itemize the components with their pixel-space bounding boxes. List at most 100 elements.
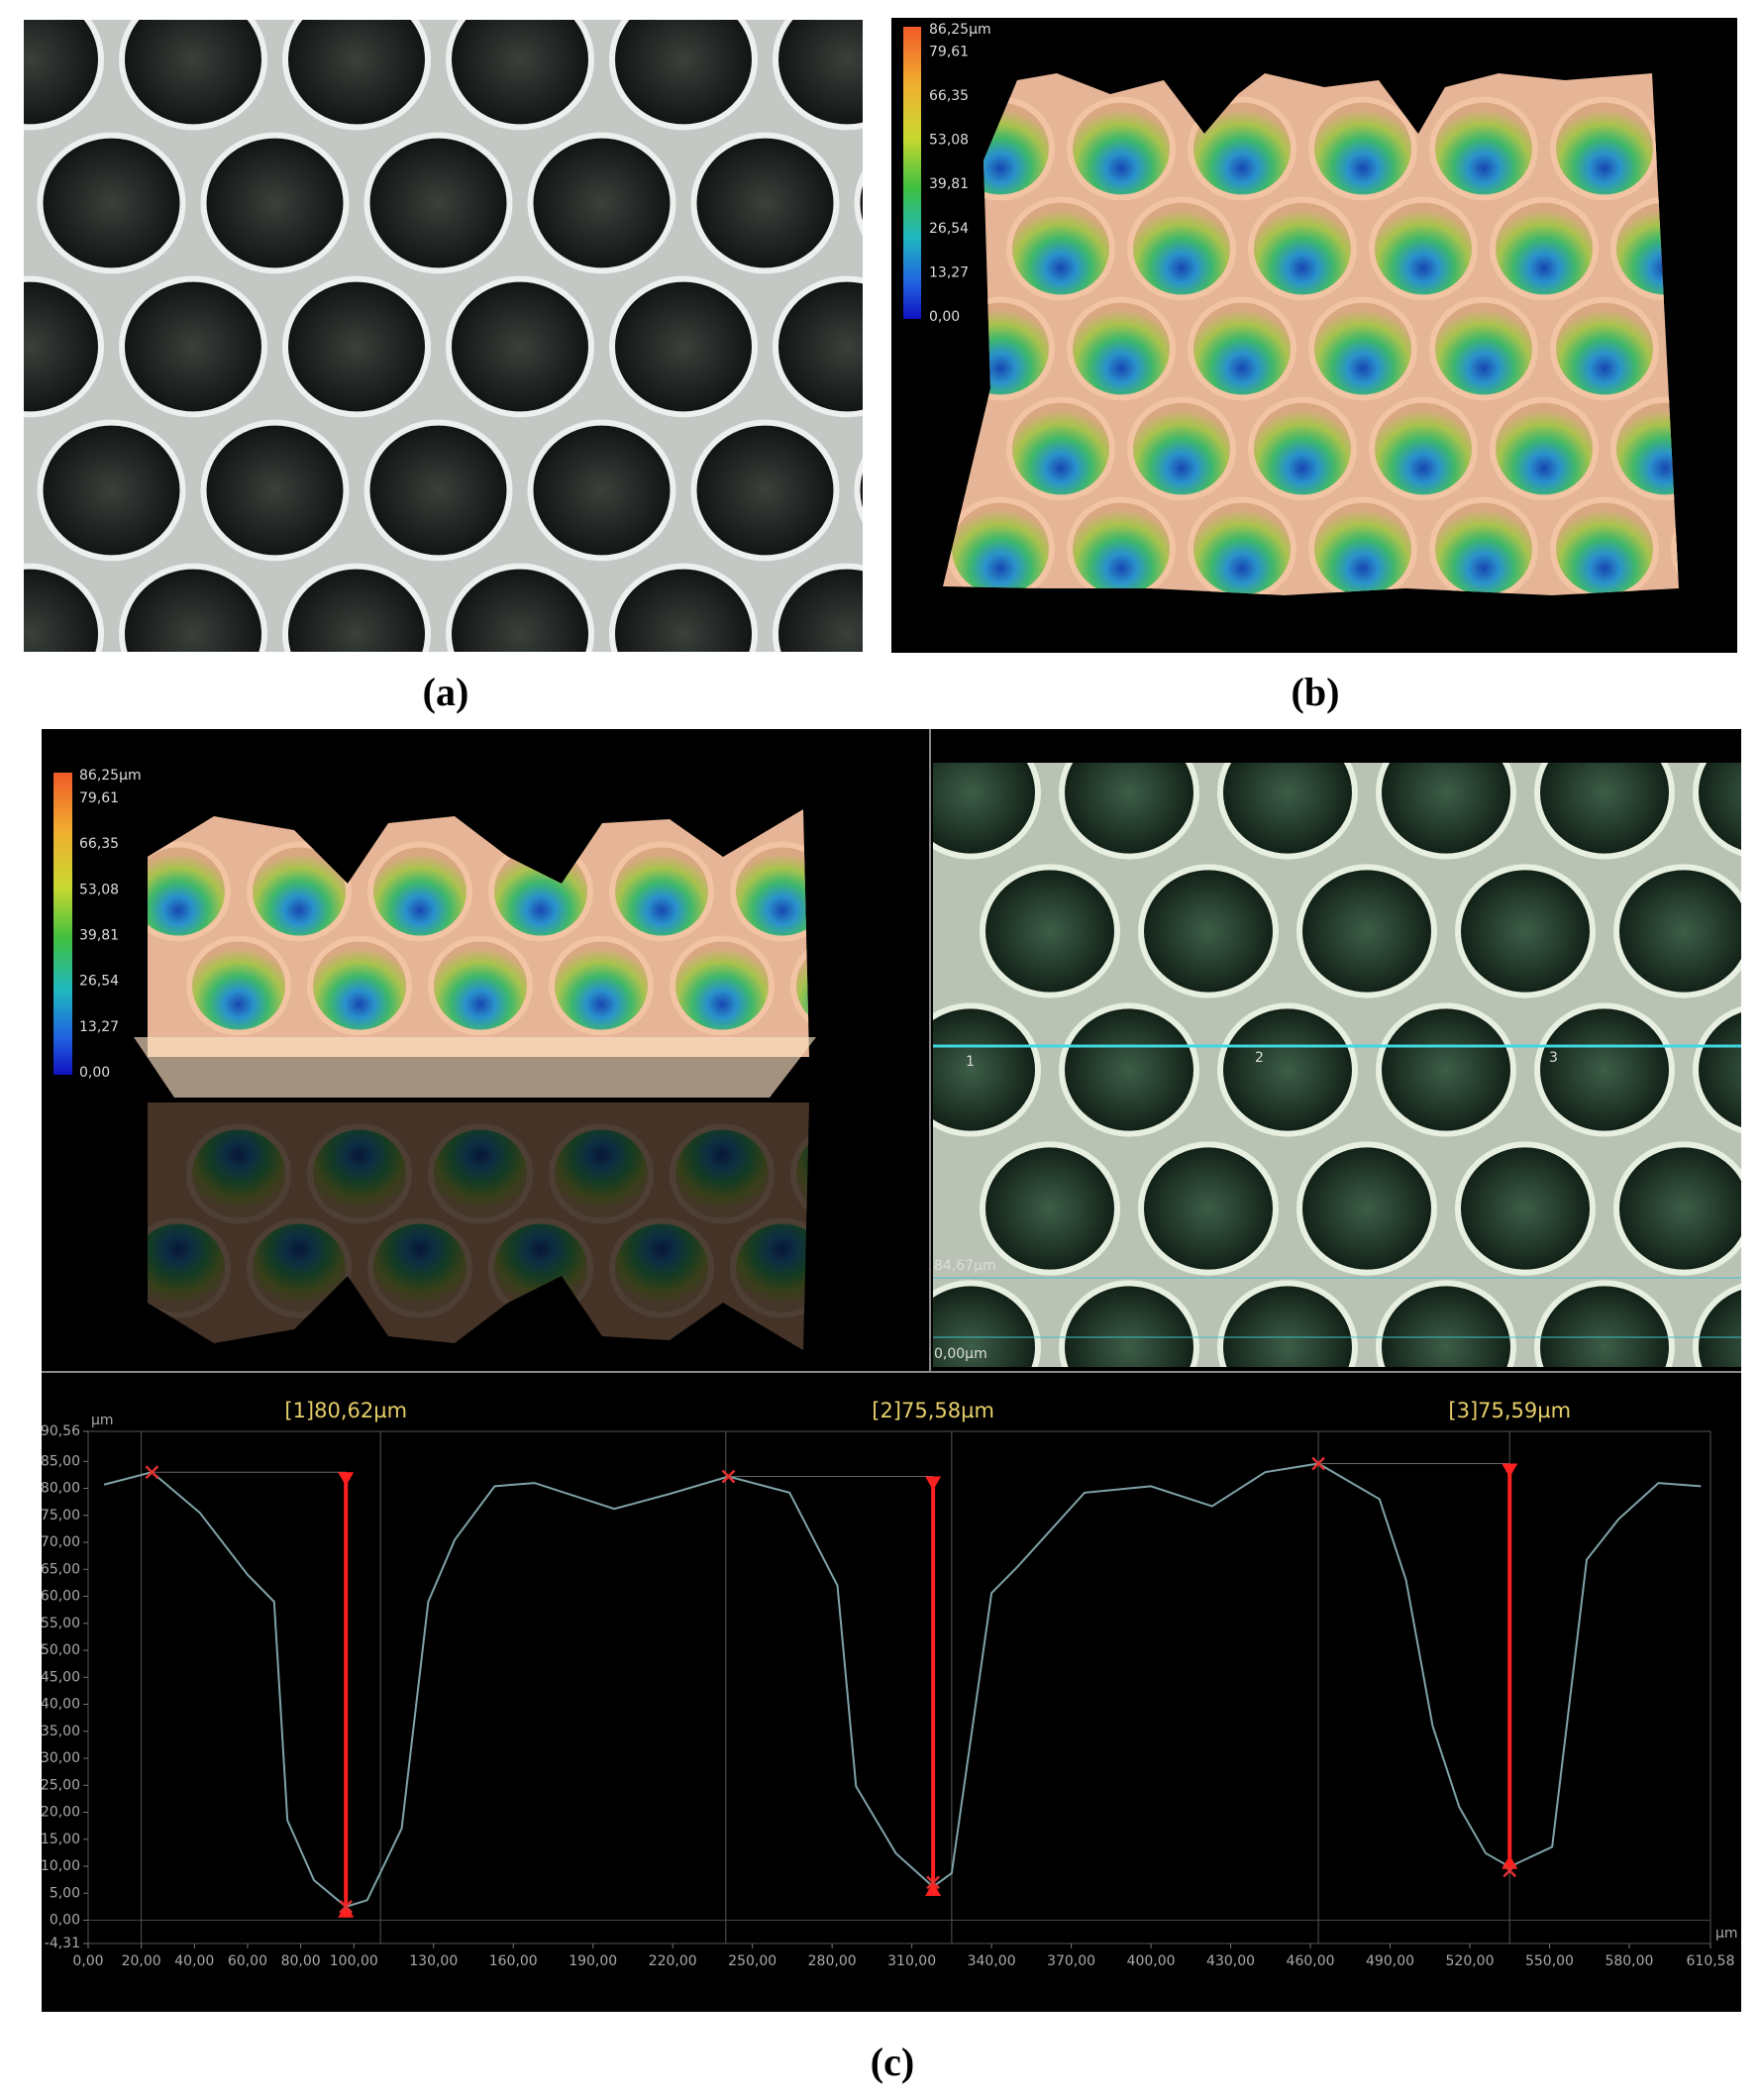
panel-label: (a): [423, 670, 469, 714]
colorbar: [903, 27, 921, 319]
colorbar-label: 0,00: [929, 309, 960, 325]
y-unit: µm: [91, 1413, 114, 1428]
colorbar: [53, 773, 72, 1075]
profile-line: [103, 1462, 1702, 1909]
cell: [1534, 763, 1675, 860]
y-tick-label: 15,00: [41, 1832, 80, 1847]
colorbar-label: 66,35: [929, 88, 969, 104]
cell: [1429, 496, 1538, 595]
cell: [428, 935, 533, 1036]
y-tick-label: 40,00: [41, 1697, 80, 1713]
cell: [1127, 396, 1236, 501]
cell: [1550, 296, 1659, 401]
cell: [1217, 1002, 1358, 1137]
cell: [1693, 763, 1741, 857]
cell: [1308, 496, 1417, 595]
cell: [933, 763, 1041, 860]
x-tick-label: 490,00: [1366, 1953, 1414, 1969]
cell: [1613, 1141, 1741, 1276]
cell: [1455, 1141, 1596, 1276]
x-tick-label: 310,00: [887, 1953, 936, 1969]
cell-grid: [946, 96, 1761, 595]
cell: [1308, 96, 1417, 201]
x-tick-label: 340,00: [968, 1953, 1016, 1969]
marker: [339, 1900, 354, 1914]
x-tick-label: 370,00: [1047, 1953, 1095, 1969]
cell: [363, 419, 513, 562]
cell: [1734, 200, 1761, 298]
cell: [1490, 396, 1599, 501]
cell: [790, 935, 809, 1036]
colorbar-label: 0,00: [79, 1065, 110, 1081]
cell-grid: [24, 20, 863, 652]
plot-frame: [87, 1430, 1711, 1944]
cell: [367, 841, 472, 942]
cell: [1455, 864, 1596, 998]
x-tick-label: 80,00: [281, 1953, 321, 1969]
arrow-head: [338, 1472, 355, 1487]
arrow-head: [1502, 1463, 1518, 1478]
cell: [609, 275, 758, 418]
panel-label: (c): [871, 2040, 914, 2084]
cell: [148, 841, 231, 942]
range-label: 84,67µm: [934, 1258, 996, 1274]
cell: [1188, 296, 1296, 401]
x-tick-label: 520,00: [1446, 1953, 1495, 1969]
colorbar-label: 13,27: [79, 1019, 119, 1035]
panel-label: (b): [1292, 670, 1340, 714]
y-tick-label: 35,00: [41, 1724, 80, 1739]
y-tick-label: 60,00: [41, 1589, 80, 1605]
cell: [282, 20, 431, 131]
x-tick-label: 610,58: [1687, 1953, 1735, 1969]
cell: [1138, 1141, 1279, 1276]
cell: [247, 1217, 352, 1318]
cell: [1693, 1005, 1741, 1134]
y-tick-label: 25,00: [41, 1777, 80, 1793]
reflection: [148, 1102, 809, 1350]
x-tick-label: 100,00: [330, 1953, 378, 1969]
cell: [527, 132, 676, 274]
cell: [1376, 1280, 1516, 1367]
cell: [549, 935, 654, 1036]
y-tick-label: 70,00: [41, 1534, 80, 1550]
cell: [1006, 396, 1115, 501]
y-tick-label: 45,00: [41, 1669, 80, 1685]
measure-label: [3]75,59µm: [1448, 1399, 1571, 1422]
y-tick-label: 5,00: [50, 1885, 80, 1901]
x-tick-label: 280,00: [808, 1953, 857, 1969]
cell: [446, 563, 594, 652]
y-tick-label: 55,00: [41, 1616, 80, 1631]
cell: [446, 275, 594, 418]
cell: [1534, 1002, 1675, 1137]
section-plane: [134, 1037, 816, 1098]
colorbar-label: 39,81: [79, 928, 119, 944]
cell: [1217, 1280, 1358, 1367]
arrow-head: [925, 1881, 942, 1896]
cell-grid: [148, 1123, 809, 1318]
cell: [200, 132, 350, 274]
cell: [670, 935, 775, 1036]
x-tick-label: 60,00: [228, 1953, 267, 1969]
cell: [282, 563, 431, 652]
cell: [119, 275, 267, 418]
colorbar-label: 86,25µm: [79, 768, 142, 784]
x-tick-label: 460,00: [1287, 1953, 1335, 1969]
marker: [1502, 1863, 1517, 1878]
cell: [24, 20, 104, 131]
section-label: 1: [966, 1054, 975, 1070]
cell: [1067, 96, 1176, 201]
cell: [1006, 196, 1115, 301]
x-tick-label: 0,00: [72, 1953, 103, 1969]
cell: [119, 563, 267, 652]
colorbar-label: 79,61: [79, 790, 119, 806]
cell: [1734, 400, 1761, 498]
cell: [1217, 763, 1358, 860]
range-label: 0,00µm: [934, 1346, 987, 1362]
x-tick-label: 250,00: [728, 1953, 777, 1969]
colorbar-label: 26,54: [79, 974, 119, 990]
cell-grid: [933, 763, 1741, 1367]
cell-grid: [148, 841, 809, 1036]
cell: [854, 458, 863, 523]
cell: [200, 419, 350, 562]
x-tick-label: 430,00: [1206, 1953, 1255, 1969]
